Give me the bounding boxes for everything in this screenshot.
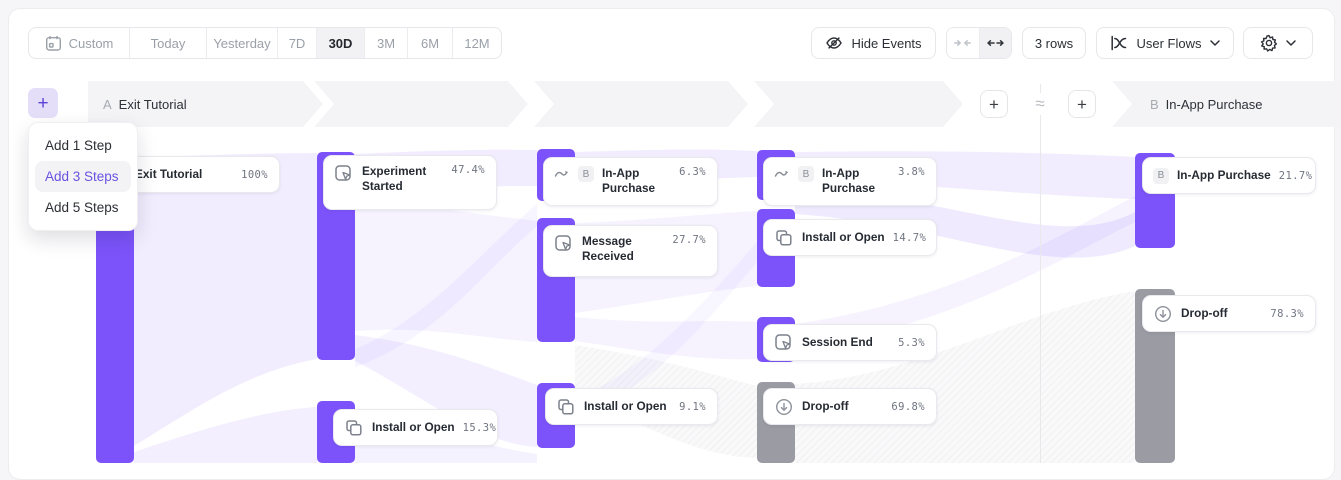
node-percent: 3.8% — [898, 166, 925, 178]
node-title: Install or Open — [584, 398, 667, 413]
step-label: In-App Purchase — [1165, 96, 1263, 112]
node-title: Drop-off — [802, 398, 849, 413]
date-range-selector: Custom Today Yesterday 7D 30D 3M 6M 12M — [28, 27, 502, 59]
chart-type-dropdown[interactable]: User Flows — [1096, 27, 1234, 59]
step-header-4[interactable] — [754, 81, 963, 127]
hide-events-button[interactable]: Hide Events — [811, 27, 936, 59]
event-icon — [335, 165, 351, 181]
rows-button[interactable]: 3 rows — [1022, 27, 1086, 59]
node-title: In-App Purchase — [602, 166, 656, 196]
flow-node-message-received[interactable]: Message Received 27.7% — [543, 225, 718, 277]
node-percent: 14.7% — [892, 231, 927, 244]
flow-node-session-end[interactable]: Session End 5.3% — [763, 324, 937, 361]
node-title: In-App Purchase — [822, 166, 876, 196]
menu-item-add-5-steps[interactable]: Add 5 Steps — [35, 192, 131, 223]
node-title: Drop-off — [1181, 305, 1228, 320]
flow-node-in-app-purchase-6[interactable]: B In-App Purchase 6.3% — [543, 157, 718, 206]
node-percent: 21.7% — [1278, 169, 1313, 182]
step-header-2[interactable] — [314, 81, 528, 127]
node-percent: 27.7% — [672, 234, 706, 246]
node-percent: 78.3% — [1270, 307, 1304, 320]
copy-squares-icon — [558, 398, 574, 415]
date-range-today[interactable]: Today — [130, 28, 207, 58]
collapse-columns-button[interactable] — [947, 28, 980, 58]
section-divider-line — [1040, 84, 1041, 463]
add-step-menu: Add 1 Step Add 3 Steps Add 5 Steps — [28, 122, 138, 231]
node-title: In-App Purchase — [1177, 167, 1271, 182]
expand-columns-button[interactable] — [979, 28, 1011, 58]
date-range-7d[interactable]: 7D — [278, 28, 317, 58]
approx-symbol: ≈ — [1022, 93, 1058, 115]
squiggle-arrow-icon — [554, 170, 569, 177]
event-b-badge: B — [798, 166, 814, 182]
menu-item-add-3-steps[interactable]: Add 3 Steps — [35, 161, 131, 192]
date-range-3m[interactable]: 3M — [365, 28, 408, 58]
settings-dropdown[interactable] — [1243, 27, 1313, 59]
step-badge: B — [1150, 96, 1159, 112]
arrows-expand-icon — [987, 40, 1004, 46]
flow-node-experiment-started[interactable]: Experiment Started 47.4% — [323, 155, 497, 210]
node-title: Install or Open — [372, 419, 455, 434]
step-badge: A — [103, 96, 112, 112]
event-icon — [555, 235, 571, 251]
node-title: Experiment Started — [362, 164, 427, 194]
flow-node-in-app-purchase-3[interactable]: B In-App Purchase 3.8% — [763, 157, 937, 206]
flow-node-drop-off-78[interactable]: Drop-off 78.3% — [1142, 295, 1316, 332]
date-range-custom[interactable]: Custom — [29, 28, 130, 58]
event-b-badge: B — [578, 166, 594, 182]
node-percent: 6.3% — [679, 166, 706, 178]
eye-off-icon — [826, 37, 843, 49]
node-percent: 47.4% — [451, 164, 485, 176]
drop-off-arrow-icon — [1154, 305, 1172, 322]
step-label: Exit Tutorial — [118, 96, 187, 112]
node-percent: 5.3% — [898, 336, 925, 349]
node-percent: 100% — [241, 168, 268, 181]
add-step-button[interactable]: + — [28, 88, 58, 118]
flow-node-install-or-open-9[interactable]: Install or Open 9.1% — [545, 388, 718, 425]
node-title: Message Received — [582, 234, 634, 264]
chevron-down-icon — [1209, 40, 1220, 46]
node-percent: 69.8% — [891, 400, 925, 413]
gear-icon — [1260, 34, 1278, 52]
event-icon — [775, 333, 791, 350]
squiggle-arrow-icon — [774, 170, 789, 177]
copy-squares-icon — [776, 229, 792, 246]
node-title: Install or Open — [802, 229, 885, 244]
date-range-yesterday[interactable]: Yesterday — [207, 28, 278, 58]
node-percent: 15.3% — [462, 421, 497, 434]
flow-node-install-or-open-15[interactable]: Install or Open 15.3% — [333, 409, 498, 446]
flow-node-install-or-open-14[interactable]: Install or Open 14.7% — [763, 219, 937, 256]
flow-node-exit-tutorial[interactable]: Exit Tutorial 100% — [120, 156, 280, 193]
add-column-right-button[interactable]: + — [1068, 90, 1096, 118]
chevron-down-icon — [1286, 40, 1296, 46]
user-flows-chart-icon — [1111, 35, 1127, 51]
date-range-label: Custom — [68, 35, 114, 51]
copy-squares-icon — [346, 419, 362, 436]
column-width-segmented-control — [946, 27, 1012, 59]
menu-item-add-1-step[interactable]: Add 1 Step — [35, 130, 131, 161]
node-title: Session End — [802, 334, 873, 349]
step-header-3[interactable] — [534, 81, 748, 127]
calendar-icon — [45, 35, 61, 51]
node-title: Exit Tutorial — [135, 166, 203, 181]
flow-node-drop-off-69[interactable]: Drop-off 69.8% — [763, 388, 937, 425]
add-column-left-button[interactable]: + — [980, 90, 1008, 118]
date-range-12m[interactable]: 12M — [453, 28, 501, 58]
hide-events-label: Hide Events — [851, 35, 922, 51]
drop-off-arrow-icon — [775, 398, 793, 415]
flow-node-in-app-purchase-21[interactable]: B In-App Purchase 21.7% — [1142, 157, 1316, 194]
step-header-b[interactable]: B In-App Purchase — [1112, 81, 1341, 127]
date-range-30d[interactable]: 30D — [317, 28, 365, 58]
node-percent: 9.1% — [679, 400, 706, 413]
date-range-6m[interactable]: 6M — [408, 28, 453, 58]
rows-label: 3 rows — [1034, 35, 1074, 51]
step-header-a[interactable]: A Exit Tutorial — [88, 81, 323, 127]
event-b-badge: B — [1153, 167, 1169, 184]
chart-type-label: User Flows — [1136, 35, 1202, 51]
arrows-collapse-icon — [954, 40, 972, 46]
